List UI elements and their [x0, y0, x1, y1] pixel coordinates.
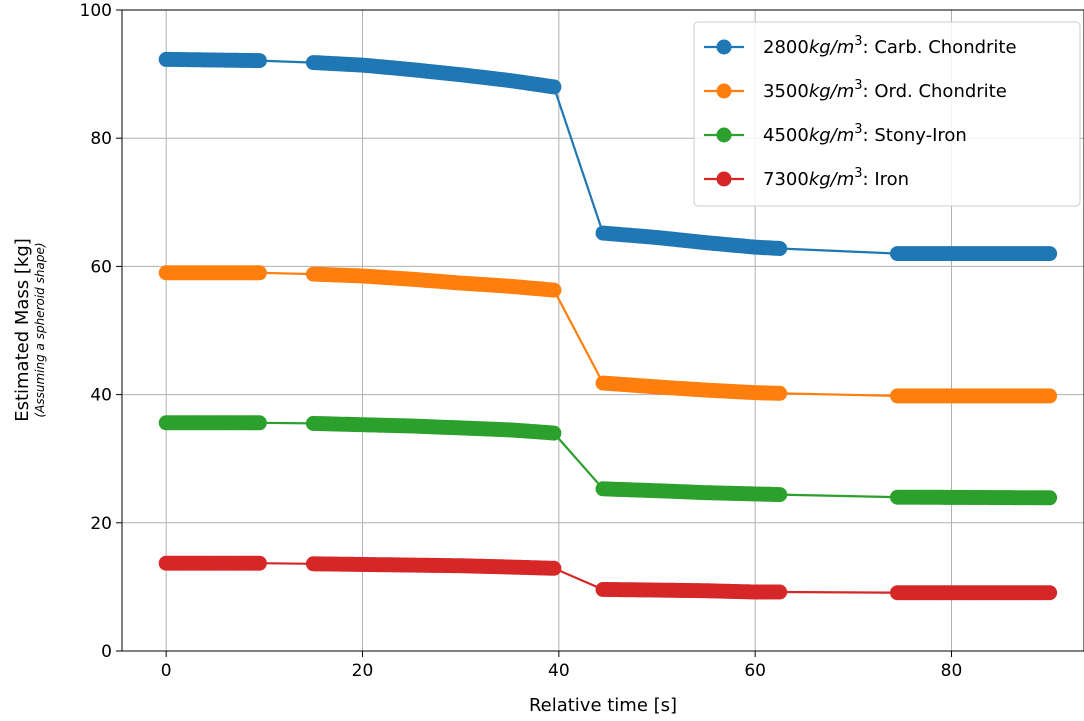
legend-item: 7300kg/m3: Iron: [704, 166, 909, 190]
x-axis-label: Relative time [s]: [529, 695, 677, 716]
x-tick-label: 80: [941, 661, 963, 681]
series-4: [158, 555, 1058, 601]
data-point: [546, 560, 562, 576]
axis-ticks: 0 20 40 60 80 0 20 40 60 80 100: [80, 1, 963, 681]
legend-item: 4500kg/m3: Stony-Iron: [704, 122, 967, 146]
legend-marker: [716, 39, 732, 55]
y-axis-sublabel: (Assuming a spheroid shape): [33, 242, 47, 417]
x-tick-label: 60: [744, 661, 766, 681]
legend-item: 3500kg/m3: Ord. Chondrite: [704, 78, 1007, 102]
data-point: [772, 487, 788, 503]
series-3: [158, 415, 1058, 506]
legend-label: 4500kg/m3: Stony-Iron: [763, 122, 967, 146]
x-tick-label: 0: [161, 661, 172, 681]
y-tick-label: 0: [101, 642, 112, 662]
y-tick-label: 20: [90, 514, 112, 534]
series-group: [158, 51, 1058, 601]
y-tick-label: 40: [90, 386, 112, 406]
legend-item: 2800kg/m3: Carb. Chondrite: [704, 34, 1017, 58]
data-point: [772, 385, 788, 401]
legend-label: 7300kg/m3: Iron: [763, 166, 909, 190]
plot-frame: [121, 9, 1084, 652]
data-point: [251, 53, 267, 69]
legend-label: 3500kg/m3: Ord. Chondrite: [763, 78, 1007, 102]
legend-marker: [716, 171, 732, 187]
data-point: [772, 241, 788, 256]
data-point: [251, 555, 267, 571]
data-point: [1042, 246, 1058, 262]
data-point: [546, 282, 562, 298]
legend-marker: [716, 127, 732, 143]
x-tick-label: 40: [548, 661, 570, 681]
y-axis-label: Estimated Mass [kg]: [12, 238, 33, 422]
x-tick-label: 20: [352, 661, 374, 681]
data-point: [1042, 388, 1058, 404]
series-1: [158, 51, 1058, 262]
data-point: [546, 79, 562, 95]
y-tick-label: 60: [90, 257, 112, 277]
legend-marker: [716, 83, 732, 99]
y-tick-label: 100: [80, 1, 112, 21]
legend-frame: [693, 21, 1081, 207]
data-point: [772, 584, 788, 600]
y-tick-label: 80: [90, 129, 112, 149]
series-2: [158, 265, 1058, 404]
legend-label: 2800kg/m3: Carb. Chondrite: [763, 34, 1017, 58]
data-point: [1042, 585, 1058, 601]
data-point: [1042, 490, 1058, 506]
data-point: [546, 425, 562, 441]
y-axis-label-group: Estimated Mass [kg] (Assuming a spheroid…: [12, 238, 47, 422]
data-point: [251, 265, 267, 281]
data-point: [251, 415, 267, 431]
legend: 2800kg/m3: Carb. Chondrite 3500kg/m3: Ord…: [693, 21, 1081, 207]
